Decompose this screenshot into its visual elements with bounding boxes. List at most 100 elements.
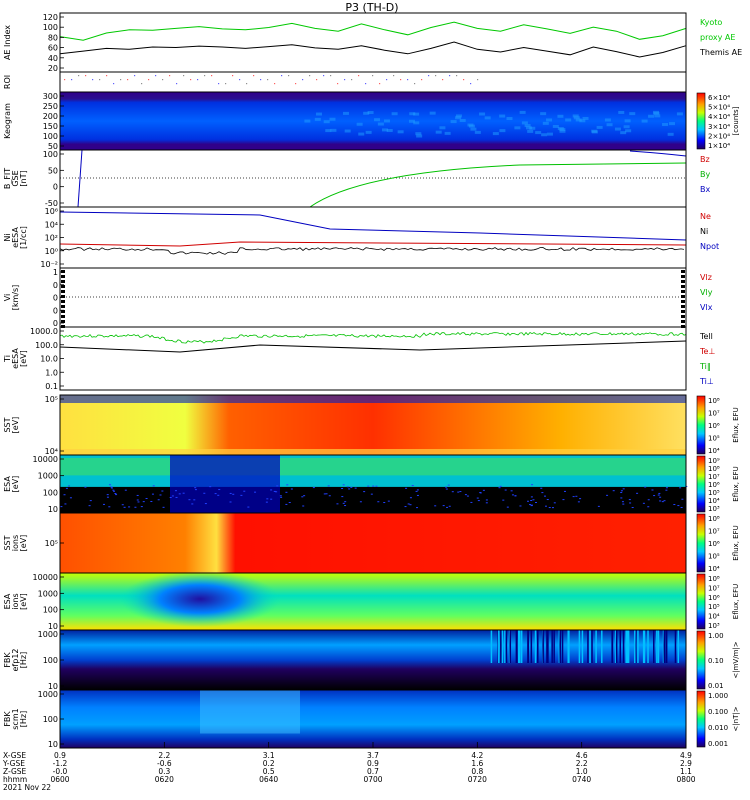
- x-tick-label: 2.2: [158, 751, 170, 760]
- roi-dot: [148, 79, 150, 81]
- panel-roi: [59, 71, 687, 93]
- keogram-patch: [667, 132, 674, 136]
- roi-dot: [246, 83, 248, 85]
- colorbar-tick-label: 10⁵: [708, 603, 720, 611]
- esa-e-speckle: [445, 488, 448, 490]
- esa-e-speckle: [562, 499, 565, 501]
- esa-e-speckle: [102, 503, 105, 505]
- esa-e-speckle: [510, 490, 513, 492]
- esa-e-speckle: [275, 491, 278, 493]
- y-tick-label: 0: [53, 294, 58, 303]
- esa-e-speckle: [303, 495, 306, 497]
- esa-e-speckle: [532, 499, 535, 501]
- esa-e-speckle: [124, 489, 127, 491]
- roi-dot: [337, 83, 339, 85]
- fbk-e-stripe: [551, 630, 553, 663]
- series-label: Vlx: [700, 303, 713, 312]
- series-label: Npot: [700, 242, 719, 251]
- roi-dot: [134, 75, 136, 77]
- keogram-patch: [535, 131, 542, 135]
- roi-dot: [92, 79, 94, 81]
- esa-e-speckle: [162, 506, 165, 508]
- y-axis-label: [eV]: [19, 350, 28, 367]
- y-axis-label: SST: [3, 535, 12, 550]
- y-tick-label: 1000.0: [30, 327, 58, 336]
- esa-e-speckle: [498, 487, 501, 489]
- x-tick-label: 4.9: [680, 751, 692, 760]
- fbk-e-stripe: [601, 630, 603, 663]
- keogram-patch: [540, 112, 547, 116]
- esa-e-speckle: [265, 501, 268, 503]
- fbk-e-stripe: [653, 630, 655, 663]
- x-tick-label: 0800: [676, 775, 695, 784]
- esa-e-speckle: [169, 497, 172, 499]
- y-tick-label: 0: [53, 183, 58, 192]
- esa-e-speckle: [416, 494, 419, 496]
- esa-i-blob: [120, 571, 280, 627]
- roi-dot: [456, 75, 458, 77]
- panel-frame: [59, 267, 687, 328]
- esa-e-speckle: [530, 500, 533, 502]
- roi-dot: [386, 79, 388, 81]
- esa-e-gap: [170, 455, 280, 513]
- esa-e-speckle: [68, 485, 71, 487]
- vi-marker: [681, 285, 685, 288]
- keogram-patch: [514, 126, 521, 130]
- roi-dot: [113, 83, 115, 85]
- esa-e-speckle: [191, 503, 194, 505]
- vi-marker: [61, 290, 65, 293]
- esa-e-speckle: [276, 485, 279, 487]
- colorbar-tick-label: 10⁴: [708, 497, 720, 505]
- roi-dot: [281, 75, 283, 77]
- esa-e-speckle: [466, 495, 469, 497]
- esa-e-speckle: [84, 486, 87, 488]
- esa-e-speckle: [659, 500, 662, 502]
- y-tick-label: 100: [43, 132, 58, 141]
- colorbar-tick-label: 6×10⁴: [708, 94, 730, 102]
- vi-marker: [61, 275, 65, 278]
- series-label: Ni: [700, 227, 708, 236]
- fbk-e-stripe: [614, 630, 617, 663]
- keogram-patch: [330, 128, 337, 132]
- esa-e-speckle: [504, 489, 507, 491]
- esa-e-speckle: [459, 491, 462, 493]
- fbk-e-stripe: [665, 630, 668, 663]
- y-tick-label: 10⁵: [45, 539, 58, 548]
- y-axis-label: ions: [11, 535, 20, 551]
- series-label: Vlz: [700, 273, 712, 282]
- esa-e-speckle: [416, 489, 419, 491]
- keogram-patch: [499, 114, 506, 118]
- esa-e-speckle: [178, 493, 181, 495]
- esa-e-speckle: [63, 494, 66, 496]
- esa-e-speckle: [174, 490, 177, 492]
- esa-e-speckle: [218, 489, 221, 491]
- colorbar-tick-label: 10⁶: [708, 540, 720, 548]
- y-axis-label: efp12: [11, 649, 20, 672]
- esa-e-speckle: [175, 496, 178, 498]
- sst-e-image: [60, 395, 686, 455]
- keogram-patch: [625, 129, 632, 133]
- esa-e-speckle: [359, 501, 362, 503]
- colorbar-tick-label: 10⁶: [708, 594, 720, 602]
- roi-dot: [344, 79, 346, 81]
- keogram-patch: [470, 127, 477, 131]
- y-tick-label: 10⁶: [45, 207, 58, 216]
- keogram-patch: [653, 112, 660, 116]
- keogram-patch: [315, 112, 322, 116]
- keogram-patch: [386, 128, 393, 132]
- vi-marker: [681, 300, 685, 303]
- esa-e-speckle: [665, 489, 668, 491]
- colorbar-tick-label: 0.10: [708, 657, 724, 665]
- vi-marker: [681, 280, 685, 283]
- esa-e-speckle: [171, 495, 174, 497]
- fbk-e-stripe: [626, 630, 629, 663]
- esa-e-speckle: [631, 507, 634, 509]
- esa-e-speckle: [137, 501, 140, 503]
- keogram-patch: [413, 121, 420, 125]
- colorbar-tick-label: 10⁷: [708, 528, 720, 536]
- esa-e-speckle: [442, 505, 445, 507]
- keogram-patch: [572, 114, 579, 118]
- keogram-patch: [479, 112, 486, 116]
